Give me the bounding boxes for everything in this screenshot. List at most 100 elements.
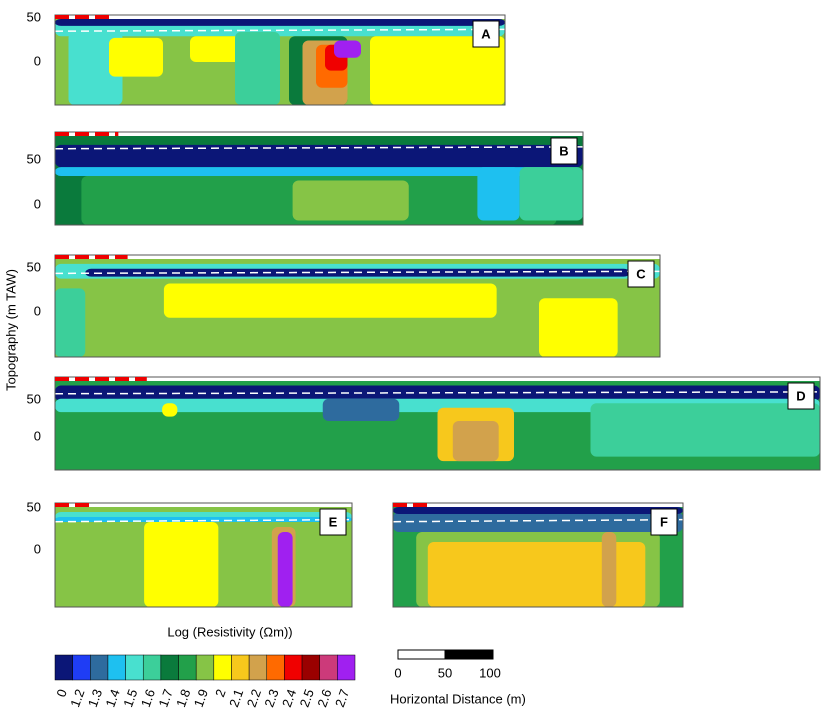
panel-label: F xyxy=(660,514,668,529)
colorbar-swatch xyxy=(266,654,285,681)
panel-label-box xyxy=(627,260,655,288)
panel-label-box xyxy=(650,508,678,536)
colorbar-label: 2.6 xyxy=(314,687,334,709)
panel-label: A xyxy=(481,26,491,41)
section-zone xyxy=(477,167,520,221)
panel-label-box xyxy=(787,382,815,410)
colorbar-swatch xyxy=(107,654,126,681)
section-zone xyxy=(55,167,557,177)
colorbar-label: 2 xyxy=(212,687,229,699)
section-zone xyxy=(370,36,505,106)
y-axis-label: Topography (m TAW) xyxy=(3,269,18,391)
y-tick-label: 0 xyxy=(34,541,41,556)
colorbar-label: 2.5 xyxy=(297,687,317,709)
water-table xyxy=(54,270,661,275)
y-tick-label: 0 xyxy=(34,428,41,443)
colorbar-title: Log (Resistivity (Ωm)) xyxy=(167,624,292,639)
colorbar-swatch xyxy=(301,654,320,681)
colorbar-swatch xyxy=(213,654,232,681)
colorbar-swatch xyxy=(72,654,91,681)
water-table xyxy=(54,391,821,395)
colorbar-label: 1.7 xyxy=(155,687,175,709)
colorbar-swatch xyxy=(160,654,179,681)
y-tick-label: 0 xyxy=(34,303,41,318)
water-table xyxy=(54,146,584,150)
section-zone xyxy=(322,398,400,422)
section-zone xyxy=(163,283,497,318)
section-zone xyxy=(539,298,618,357)
section-zone xyxy=(334,40,361,58)
panel-label: D xyxy=(796,388,805,403)
colorbar-swatch xyxy=(337,654,356,681)
y-tick-label: 50 xyxy=(27,259,41,274)
colorbar-label: 1.3 xyxy=(85,687,105,709)
y-tick-label: 50 xyxy=(27,9,41,24)
colorbar-swatch xyxy=(54,654,73,681)
section-frame xyxy=(54,502,353,608)
section-zone xyxy=(55,19,505,26)
section-zone xyxy=(590,403,820,457)
section-zone xyxy=(393,512,683,532)
scale-bar-tick: 0 xyxy=(394,665,401,680)
section-frame xyxy=(392,502,684,608)
y-tick-label: 50 xyxy=(27,499,41,514)
colorbar-label: 0 xyxy=(53,687,70,699)
section-frame xyxy=(54,254,661,358)
section-zone xyxy=(109,37,163,77)
scale-bar-white xyxy=(397,649,446,660)
y-tick-label: 50 xyxy=(27,391,41,406)
colorbar-label: 2.1 xyxy=(226,687,246,709)
y-tick-label: 50 xyxy=(27,151,41,166)
section-zone xyxy=(601,532,617,607)
section-zone xyxy=(55,144,583,168)
panel-label: E xyxy=(329,514,338,529)
colorbar-label: 1.9 xyxy=(191,687,211,709)
colorbar-swatch xyxy=(231,654,250,681)
section-zone xyxy=(162,403,178,417)
scale-bar-label: Horizontal Distance (m) xyxy=(390,691,526,706)
section-zone xyxy=(55,288,86,357)
colorbar-label: 1.5 xyxy=(120,687,140,709)
water-table xyxy=(392,518,684,523)
y-tick-label: 0 xyxy=(34,196,41,211)
colorbar-label: 1.6 xyxy=(138,687,158,709)
colorbar-swatch xyxy=(284,654,303,681)
colorbar-label: 1.8 xyxy=(173,687,193,709)
panel-label-box xyxy=(319,508,347,536)
colorbar-label: 2.4 xyxy=(279,687,299,709)
scale-bar-black xyxy=(444,649,494,660)
colorbar-swatch xyxy=(125,654,144,681)
colorbar-swatch xyxy=(178,654,197,681)
panel-label-box xyxy=(472,20,500,48)
section-zone xyxy=(452,421,499,462)
section-zone xyxy=(427,542,646,607)
colorbar-swatch xyxy=(319,654,338,681)
section-frame xyxy=(54,14,506,106)
colorbar-label: 2.2 xyxy=(244,687,264,709)
section-zone xyxy=(519,167,583,221)
section-zone xyxy=(235,31,280,105)
panel-label-box xyxy=(550,137,578,165)
colorbar-swatch xyxy=(142,654,162,681)
section-frame xyxy=(54,376,821,471)
scale-bar-tick: 50 xyxy=(438,665,452,680)
colorbar-swatch xyxy=(248,654,268,681)
colorbar-label: 2.3 xyxy=(261,687,281,709)
section-frame xyxy=(54,131,584,226)
scale-bar-tick: 100 xyxy=(479,665,501,680)
section-zone xyxy=(277,532,293,607)
colorbar-swatch xyxy=(195,654,215,681)
colorbar-swatch xyxy=(90,654,109,681)
section-zone xyxy=(292,180,409,221)
water-table xyxy=(54,518,353,523)
panel-label: B xyxy=(559,143,568,158)
colorbar-label: 2.7 xyxy=(332,687,352,709)
colorbar-label: 1.4 xyxy=(103,687,123,709)
section-zone xyxy=(144,522,219,607)
colorbar-label: 1.2 xyxy=(67,687,87,709)
section-zone xyxy=(393,507,683,514)
panel-label: C xyxy=(636,266,646,281)
y-tick-label: 0 xyxy=(34,53,41,68)
water-table xyxy=(54,28,506,32)
